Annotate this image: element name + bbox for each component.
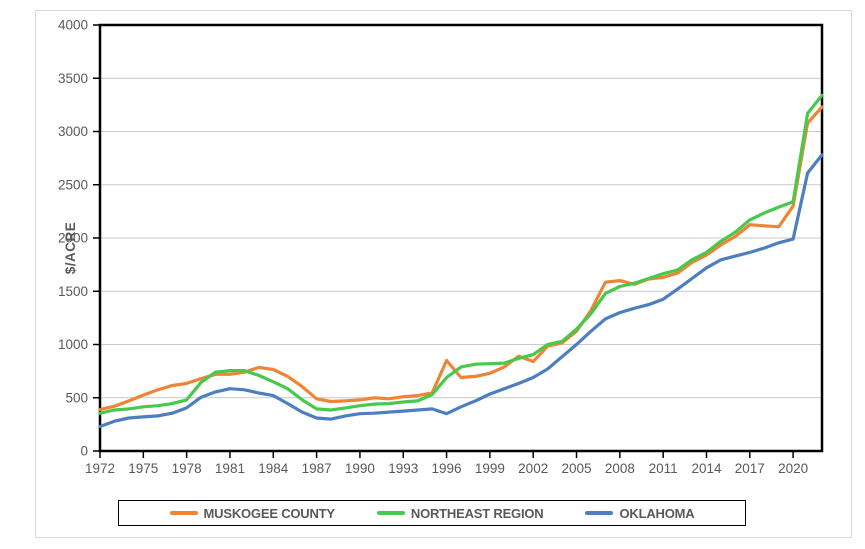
x-tick-label-2002: 2002 [518,461,548,476]
series-line-northeast-region [98,93,824,415]
x-tick-label-2011: 2011 [649,461,678,476]
y-tick-label-3500: 3500 [58,71,88,86]
legend-item-muskogee-county: MUSKOGEE COUNTY [169,505,336,521]
x-tick-label-1981: 1981 [215,461,245,476]
series-line-muskogee-county [98,105,824,412]
legend-label-northeast: NORTHEAST REGION [410,505,544,521]
legend-line-swatch-northeast [376,511,405,515]
legend-item-northeast-region: NORTHEAST REGION [376,505,544,521]
x-tick-label-1975: 1975 [128,461,158,476]
y-tick-label-2500: 2500 [58,177,88,192]
y-tick-label-2000: 2000 [58,231,88,246]
series-line-oklahoma [98,153,824,429]
x-tick-label-2005: 2005 [561,461,591,476]
x-tick-label-1987: 1987 [302,461,332,476]
x-tick-label-2014: 2014 [691,461,722,476]
legend-line-swatch-muskogee [169,511,198,515]
legend-line-swatch-oklahoma [585,511,614,515]
y-tick-label-500: 500 [65,390,88,405]
x-tick-label-2020: 2020 [778,461,808,476]
x-tick-label-2008: 2008 [605,461,635,476]
y-tick-label-4000: 4000 [58,18,88,33]
x-tick-label-2017: 2017 [735,461,765,476]
y-tick-label-1000: 1000 [58,337,88,352]
x-tick-label-1972: 1972 [85,461,115,476]
legend-label-oklahoma: OKLAHOMA [619,505,695,521]
y-tick-label-3000: 3000 [58,124,88,139]
x-tick-label-1996: 1996 [432,461,462,476]
x-tick-label-1984: 1984 [258,461,289,476]
y-tick-label-1500: 1500 [58,284,88,299]
chart-legend: MUSKOGEE COUNTY NORTHEAST REGION OKLAHOM… [118,500,746,526]
x-tick-label-1978: 1978 [172,461,202,476]
legend-item-oklahoma: OKLAHOMA [585,505,695,521]
x-tick-label-1993: 1993 [388,461,418,476]
y-tick-label-0: 0 [80,444,88,459]
x-tick-label-1999: 1999 [475,461,505,476]
x-tick-label-1990: 1990 [345,461,375,476]
legend-label-muskogee: MUSKOGEE COUNTY [203,505,336,521]
